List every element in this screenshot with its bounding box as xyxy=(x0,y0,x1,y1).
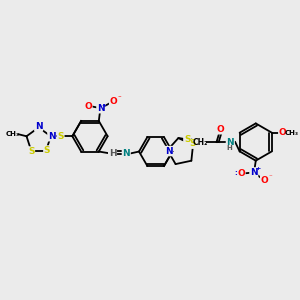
Text: CH₃: CH₃ xyxy=(6,131,20,137)
Text: N: N xyxy=(226,137,234,146)
Text: N: N xyxy=(122,149,130,158)
Text: N: N xyxy=(165,147,172,156)
Text: +: + xyxy=(102,103,107,108)
Text: CH₂: CH₂ xyxy=(193,137,208,146)
Text: N: N xyxy=(35,122,43,131)
Text: N: N xyxy=(97,104,105,113)
Text: CH₃: CH₃ xyxy=(284,130,298,136)
Text: S: S xyxy=(57,132,64,141)
Text: O: O xyxy=(237,169,245,178)
Text: N: N xyxy=(48,132,56,141)
Text: N: N xyxy=(250,168,258,177)
Text: +: + xyxy=(255,167,260,172)
Text: S: S xyxy=(28,147,34,156)
Text: ⁻: ⁻ xyxy=(118,95,121,101)
Text: S: S xyxy=(190,139,196,148)
Text: ⁻: ⁻ xyxy=(268,174,272,180)
Text: :: : xyxy=(234,170,236,176)
Text: H: H xyxy=(226,145,232,151)
Text: O: O xyxy=(84,102,92,111)
Text: H: H xyxy=(109,149,116,158)
Text: O: O xyxy=(110,97,117,106)
Text: O: O xyxy=(261,176,268,185)
Text: O: O xyxy=(279,128,286,137)
Text: S: S xyxy=(184,135,190,144)
Text: S: S xyxy=(44,146,50,155)
Text: O: O xyxy=(217,125,224,134)
